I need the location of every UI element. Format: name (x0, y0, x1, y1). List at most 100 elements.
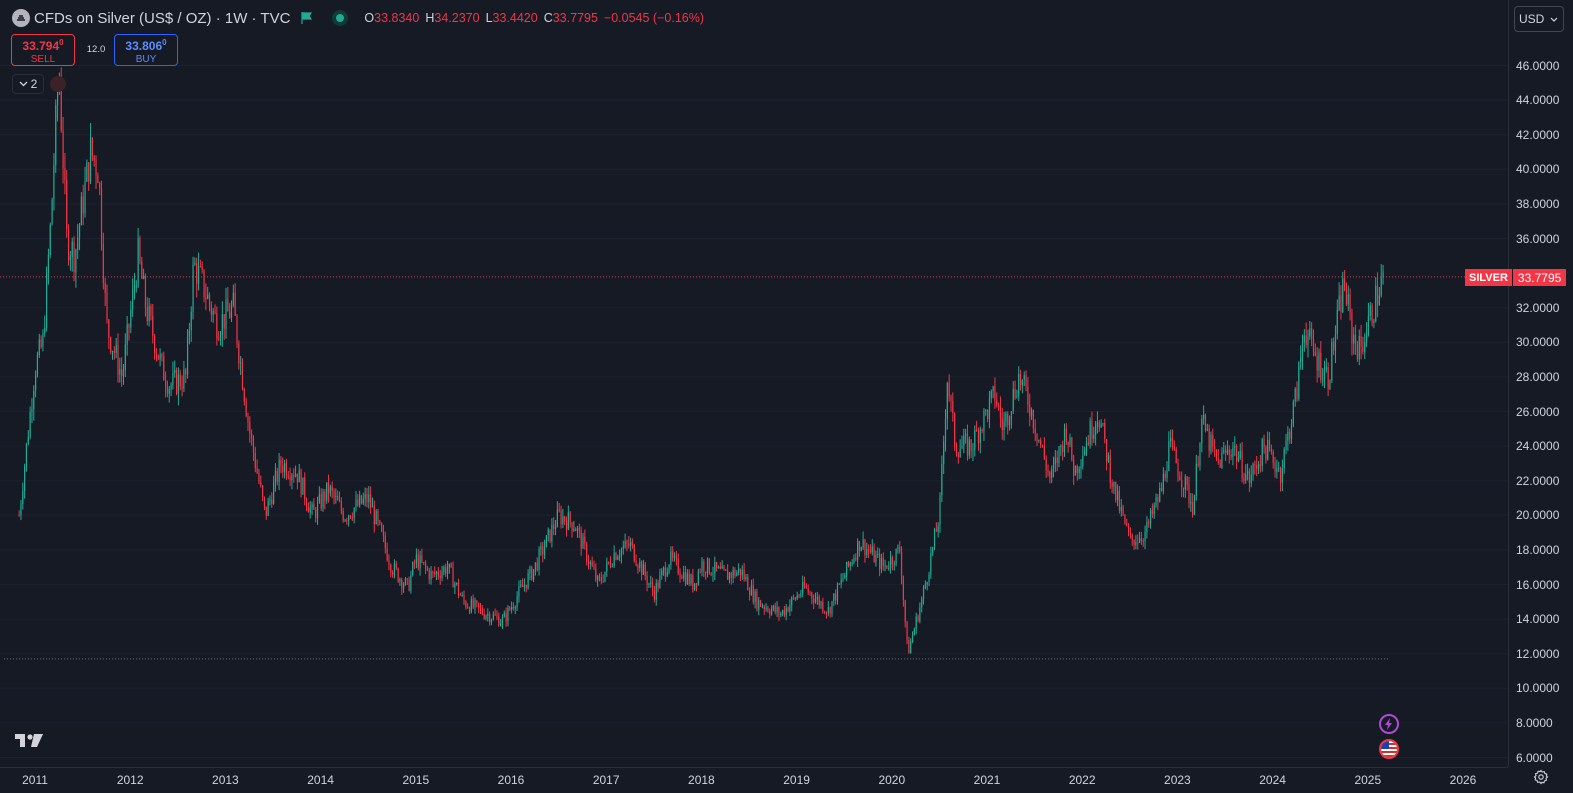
symbol-title[interactable]: CFDs on Silver (US$ / OZ) · 1W · TVC (34, 9, 291, 27)
candle-body (666, 572, 668, 577)
candle-body (798, 595, 800, 597)
candle-body (1345, 289, 1348, 305)
candle-body (1151, 510, 1153, 514)
candle-body (1210, 435, 1212, 451)
tradingview-logo-icon[interactable] (14, 731, 46, 749)
candle-body (287, 476, 289, 478)
candle-body (124, 344, 126, 371)
candle-body (152, 315, 154, 336)
candle-body (976, 429, 978, 431)
candle-body (606, 561, 608, 572)
candle-body (181, 386, 183, 389)
candle-body (913, 628, 915, 636)
candle-body (439, 575, 441, 579)
candle-body (289, 477, 291, 481)
candle-body (1171, 437, 1174, 446)
candle-body (1325, 367, 1327, 370)
time-axis[interactable] (0, 767, 1508, 793)
candle-body (635, 561, 637, 566)
chevron-down-icon (1550, 17, 1558, 22)
candle-body (86, 162, 88, 182)
candle-body (694, 583, 696, 590)
flag-icon[interactable] (300, 11, 314, 25)
symbol-logo-icon[interactable] (12, 9, 30, 27)
market-status-icon[interactable] (332, 10, 349, 26)
candle-body (203, 269, 205, 298)
time-axis-label: 2020 (878, 773, 906, 787)
candle-body (586, 543, 588, 562)
sell-price: 33.794 (22, 39, 60, 53)
candle-body (520, 585, 522, 587)
candle-body (987, 410, 989, 419)
candle-body (873, 546, 875, 563)
candle-body (232, 292, 234, 306)
candle-body (1367, 315, 1370, 335)
candle-body (38, 339, 40, 356)
candle-body (53, 165, 55, 200)
candle-body (1076, 465, 1078, 474)
candle-body (1323, 369, 1326, 380)
candle-body (260, 482, 262, 486)
candle-body (234, 292, 236, 316)
candle-body (1270, 448, 1272, 452)
candle-body (1140, 538, 1142, 541)
candle-body (313, 504, 315, 510)
price-axis[interactable] (1508, 0, 1573, 767)
candle-body (155, 353, 158, 355)
candle-body (384, 535, 386, 549)
candle-body (988, 398, 991, 419)
currency-select[interactable]: USD (1514, 6, 1564, 32)
candle-body (505, 613, 507, 622)
candle-body (855, 558, 857, 560)
candle-body (1190, 501, 1192, 504)
candle-body (320, 494, 322, 509)
candle-body (207, 294, 209, 299)
sell-button[interactable]: 33.7940 SELL (11, 34, 75, 66)
candle-body (441, 571, 443, 579)
candle-body (256, 467, 258, 473)
candle-body (338, 500, 341, 502)
candle-body (589, 562, 591, 564)
lightning-icon[interactable] (1379, 714, 1399, 734)
candle-body (373, 506, 375, 525)
candle-body (359, 495, 361, 506)
candle-body (1281, 468, 1283, 483)
candle-body (170, 385, 172, 389)
currency-label: USD (1519, 12, 1545, 26)
candle-body (608, 561, 610, 563)
indicator-status-icon[interactable] (50, 76, 66, 92)
candle-body (1038, 439, 1040, 441)
candle-body (805, 586, 807, 589)
candle-body (1029, 404, 1031, 417)
indicators-toggle-button[interactable]: 2 (12, 74, 44, 94)
candle-body (426, 567, 428, 570)
candle-body (842, 578, 844, 580)
candle-body (318, 494, 320, 502)
candle-body (196, 263, 198, 284)
candle-body (161, 354, 163, 357)
candle-body (1142, 540, 1144, 542)
candle-body (1358, 335, 1360, 360)
candle-body (1246, 471, 1249, 474)
candle-body (298, 470, 300, 483)
candle-body (294, 473, 297, 477)
candle-body (225, 299, 227, 329)
candle-body (88, 162, 90, 182)
candle-body (961, 445, 963, 449)
candle-body (1162, 473, 1164, 491)
candle-body (851, 562, 853, 564)
price-chart[interactable] (0, 0, 1508, 767)
candle-body (1274, 462, 1276, 472)
grid-lines (0, 65, 1508, 758)
candle-body (869, 550, 872, 553)
us-flag-icon[interactable] (1379, 739, 1399, 759)
settings-icon[interactable] (1533, 769, 1549, 785)
time-axis-label: 2015 (402, 773, 430, 787)
candle-body (166, 387, 169, 394)
candle-body (311, 504, 313, 508)
candle-body (141, 261, 143, 279)
candle-body (747, 576, 749, 591)
candle-body (646, 576, 648, 585)
buy-button[interactable]: 33.8060 BUY (114, 34, 178, 66)
candle-body (1263, 439, 1265, 448)
